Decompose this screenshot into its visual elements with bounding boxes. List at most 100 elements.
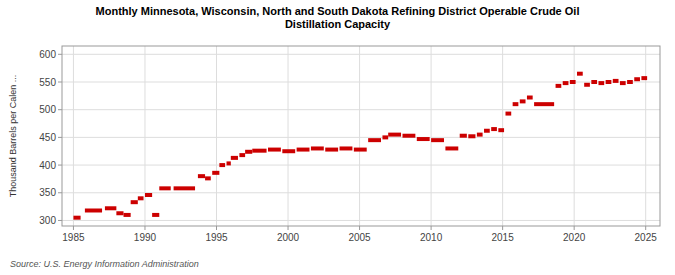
segment bbox=[382, 135, 388, 139]
title: Monthly Minnesota, Wisconsin, North and … bbox=[96, 5, 580, 30]
segment bbox=[570, 80, 576, 84]
tick bbox=[58, 137, 62, 138]
grid-line bbox=[62, 54, 660, 55]
segment bbox=[105, 206, 116, 210]
chart: 3003504004505005506001985199019952000200… bbox=[0, 0, 675, 275]
tick bbox=[73, 226, 74, 230]
segment bbox=[445, 146, 458, 150]
segment bbox=[417, 137, 430, 141]
segment bbox=[513, 102, 519, 106]
grid bbox=[62, 46, 660, 226]
grid-line bbox=[645, 46, 646, 226]
grid-line bbox=[62, 137, 660, 138]
segment bbox=[116, 211, 123, 215]
plot-frame bbox=[62, 46, 660, 226]
segment bbox=[613, 79, 619, 83]
tick-label: 2010 bbox=[420, 232, 443, 243]
grid-line bbox=[431, 46, 432, 226]
segment bbox=[577, 72, 583, 76]
segment bbox=[340, 146, 353, 150]
segment bbox=[606, 80, 612, 84]
segment bbox=[584, 83, 590, 87]
tick bbox=[645, 226, 646, 230]
segment bbox=[124, 213, 131, 217]
segment bbox=[498, 128, 504, 132]
grid-line bbox=[216, 46, 217, 226]
title-line: Distillation Capacity bbox=[285, 18, 391, 30]
segment bbox=[152, 213, 159, 217]
tick bbox=[216, 226, 217, 230]
tick bbox=[431, 226, 432, 230]
segment bbox=[354, 148, 367, 152]
y-axis-label: Thousand Barrels per Calen ... bbox=[8, 75, 18, 198]
title-line: Monthly Minnesota, Wisconsin, North and … bbox=[96, 5, 580, 17]
tick bbox=[502, 226, 503, 230]
tick-label: 450 bbox=[39, 132, 56, 143]
tick bbox=[58, 109, 62, 110]
segment bbox=[212, 171, 219, 175]
segment bbox=[311, 146, 324, 150]
tick-label: 2020 bbox=[563, 232, 586, 243]
segments bbox=[73, 74, 647, 218]
tick bbox=[58, 54, 62, 55]
segment bbox=[131, 200, 138, 204]
segment bbox=[325, 148, 338, 152]
tick-label: 2000 bbox=[277, 232, 300, 243]
tick bbox=[574, 226, 575, 230]
segment bbox=[231, 156, 238, 160]
grid-line bbox=[288, 46, 289, 226]
grid-line bbox=[359, 46, 360, 226]
tick-label: 300 bbox=[39, 215, 56, 226]
tick-label: 500 bbox=[39, 104, 56, 115]
segment bbox=[198, 174, 205, 178]
tick bbox=[288, 226, 289, 230]
segment bbox=[138, 196, 144, 200]
segment bbox=[174, 186, 195, 190]
segment bbox=[556, 84, 562, 88]
grid-line bbox=[62, 82, 660, 83]
segment bbox=[245, 150, 252, 154]
tick-label: 1990 bbox=[134, 232, 157, 243]
segment bbox=[563, 81, 569, 85]
segment bbox=[460, 134, 467, 138]
segment bbox=[620, 81, 626, 85]
segment bbox=[297, 148, 310, 152]
segment bbox=[431, 138, 444, 142]
grid-line bbox=[62, 165, 660, 166]
segment bbox=[491, 127, 497, 131]
tick-label: 600 bbox=[39, 49, 56, 60]
segment bbox=[145, 193, 152, 197]
tick bbox=[144, 226, 145, 230]
tick-label: 350 bbox=[39, 187, 56, 198]
segment bbox=[591, 80, 597, 84]
segment bbox=[468, 134, 475, 138]
segment bbox=[159, 186, 170, 190]
tick-label: 2025 bbox=[635, 232, 658, 243]
source: Source: U.S. Energy Information Administ… bbox=[10, 259, 199, 269]
segment bbox=[252, 149, 266, 153]
segment bbox=[520, 99, 526, 103]
tick bbox=[58, 220, 62, 221]
grid-line bbox=[73, 46, 74, 226]
grid-line bbox=[62, 109, 660, 110]
tick-label: 2015 bbox=[492, 232, 515, 243]
segment bbox=[627, 80, 633, 84]
segment bbox=[641, 76, 647, 80]
tick-label: 550 bbox=[39, 77, 56, 88]
segment bbox=[205, 176, 211, 180]
tick-label: 400 bbox=[39, 160, 56, 171]
segment bbox=[219, 163, 225, 167]
tick bbox=[58, 82, 62, 83]
grid-line bbox=[502, 46, 503, 226]
tick bbox=[359, 226, 360, 230]
segment bbox=[598, 81, 604, 85]
tick-label: 2005 bbox=[348, 232, 371, 243]
segment bbox=[484, 129, 490, 133]
segment bbox=[73, 216, 80, 220]
grid-line bbox=[144, 46, 145, 226]
segment bbox=[634, 77, 640, 81]
tick bbox=[58, 165, 62, 166]
segment bbox=[85, 208, 102, 212]
tick bbox=[58, 192, 62, 193]
segment bbox=[534, 102, 554, 106]
